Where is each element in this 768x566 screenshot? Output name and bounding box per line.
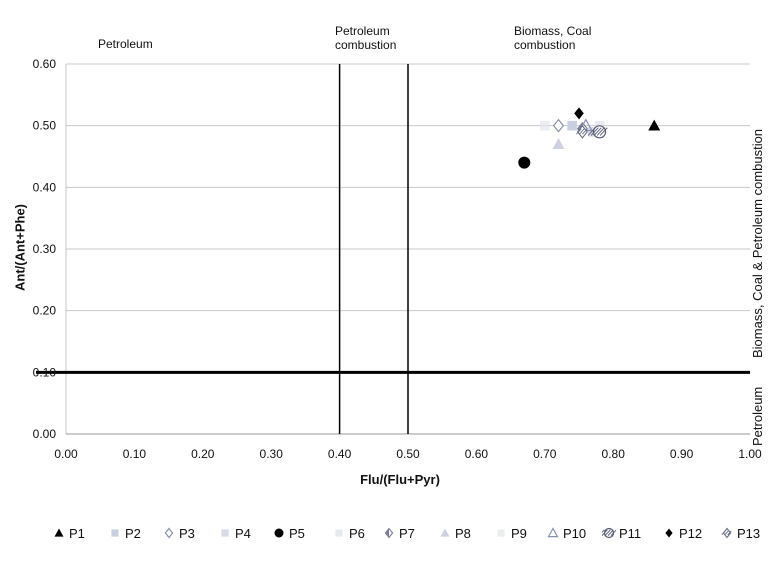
legend-item-p4: P4	[218, 526, 251, 541]
legend-marker-p8	[440, 528, 450, 537]
legend-item-p1: P1	[52, 526, 85, 541]
y-tick-label-4: 0.40	[33, 180, 57, 194]
legend-marker-p10	[547, 527, 559, 538]
y-tick-label-3: 0.30	[33, 242, 57, 256]
legend-marker-p9	[497, 529, 505, 537]
legend-item-p9: P9	[494, 526, 527, 541]
legend-label: P5	[289, 526, 305, 541]
legend-marker-p11	[598, 527, 617, 539]
x-tick-label-3: 0.30	[260, 447, 284, 461]
legend-item-p13: P13	[720, 526, 760, 541]
y-tick-label-6: 0.60	[33, 57, 57, 71]
region-label-petroleum: Petroleum	[98, 37, 153, 51]
data-point-p3	[552, 118, 565, 133]
legend-marker-p5	[274, 528, 284, 538]
reference-lines	[36, 64, 750, 434]
legend-label: P6	[349, 526, 365, 541]
legend-item-p12: P12	[662, 526, 702, 541]
legend-marker-p4	[221, 529, 229, 537]
x-tick-label-9: 0.90	[670, 447, 694, 461]
legend-label: P13	[737, 526, 761, 541]
x-tick-label-0: 0.00	[54, 447, 78, 461]
legend-marker-p12	[665, 528, 673, 538]
legend-label: P9	[511, 526, 527, 541]
x-tick-label-5: 0.50	[396, 447, 420, 461]
legend-label: P10	[563, 526, 587, 541]
legend-marker-p13	[721, 527, 732, 539]
data-point-p13	[576, 124, 588, 139]
legend-label: P2	[125, 526, 141, 541]
legend-label: P11	[619, 526, 642, 541]
legend-label: P4	[235, 526, 251, 541]
x-axis-label: Flu/(Flu+Pyr)	[360, 472, 440, 487]
legend-label: P7	[399, 526, 415, 541]
x-tick-label-4: 0.40	[328, 447, 352, 461]
y-axis-ticks: 0.00 0.10 0.20 0.30 0.40 0.50 0.60	[33, 57, 57, 441]
x-tick-label-10: 1.00	[738, 447, 762, 461]
x-tick-label-8: 0.80	[602, 447, 626, 461]
data-points	[518, 107, 661, 169]
x-tick-label-6: 0.60	[465, 447, 489, 461]
legend: P1 P2 P3 P4 P5 P6 P7 P8 P9 P10 P11 P12 P13	[40, 526, 760, 546]
y-tick-label-2: 0.20	[33, 304, 57, 318]
legend-marker-p3	[164, 527, 174, 539]
region-label-biomass-coal: Biomass, Coal combustion	[514, 24, 592, 52]
y-tick-label-0: 0.00	[33, 427, 57, 441]
legend-marker-p6	[335, 529, 343, 537]
legend-label: P8	[455, 526, 471, 541]
x-axis-ticks: 0.00 0.10 0.20 0.30 0.40 0.50 0.60 0.70 0.80 0.90…	[54, 447, 762, 461]
data-point-p12	[574, 107, 584, 120]
legend-label: P3	[179, 526, 195, 541]
right-label-biomass-coal-petroleum: Biomass, Coal & Petroleum combustion	[750, 128, 765, 358]
data-point-p11	[587, 125, 608, 139]
y-tick-label-1: 0.10	[33, 365, 57, 379]
legend-item-p2: P2	[108, 526, 141, 541]
data-point-p2	[567, 120, 577, 131]
legend-label: P12	[679, 526, 703, 541]
legend-item-p8: P8	[438, 526, 471, 541]
x-tick-label-1: 0.10	[123, 447, 147, 461]
legend-marker-p7	[384, 527, 394, 539]
legend-item-p5: P5	[272, 526, 305, 541]
legend-item-p7: P7	[382, 526, 415, 541]
data-point-p8	[552, 138, 565, 149]
x-tick-label-7: 0.70	[533, 447, 557, 461]
data-point-p1	[648, 119, 661, 131]
x-tick-label-2: 0.20	[191, 447, 215, 461]
y-axis-label: Ant/(Ant+Phe)	[12, 203, 28, 292]
legend-item-p10: P10	[546, 526, 586, 541]
legend-item-p3: P3	[162, 526, 195, 541]
legend-item-p11: P11	[598, 526, 642, 541]
data-point-p9	[540, 120, 550, 131]
legend-marker-p1	[54, 528, 64, 537]
legend-marker-p2	[111, 529, 119, 537]
legend-item-p6: P6	[332, 526, 365, 541]
data-point-p5	[518, 156, 531, 169]
right-label-petroleum: Petroleum	[750, 386, 765, 446]
legend-label: P1	[69, 526, 85, 541]
region-label-petroleum-combustion: Petroleum combustion	[335, 24, 397, 52]
data-point-p4	[587, 127, 598, 137]
y-tick-label-5: 0.50	[33, 119, 57, 133]
